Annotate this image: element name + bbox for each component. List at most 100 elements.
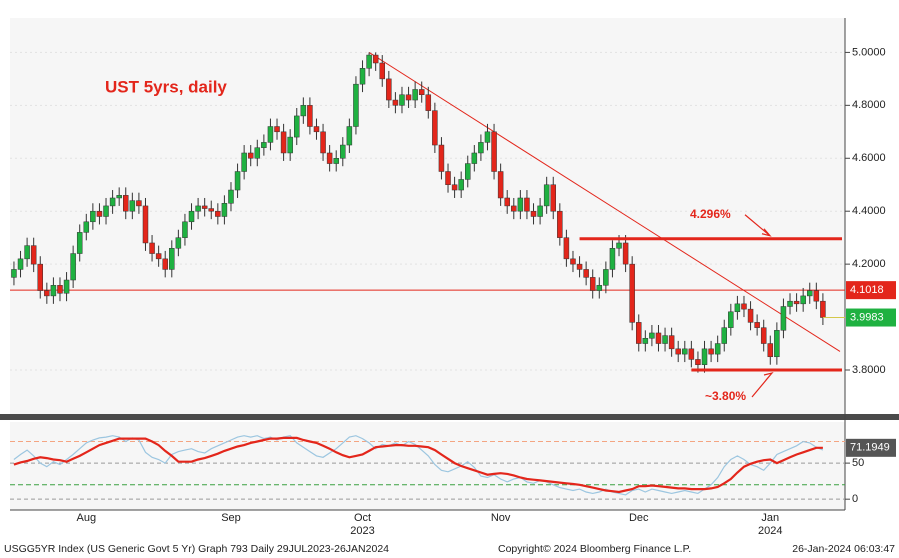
candle-body	[550, 184, 556, 212]
candle-body	[649, 332, 655, 339]
candle-body	[76, 232, 83, 254]
y-tick-label: 4.2000	[852, 258, 886, 270]
candle-body	[228, 189, 234, 204]
candle-body	[721, 327, 727, 344]
candle-body	[103, 205, 109, 217]
candle-body	[622, 242, 629, 265]
candle-body	[458, 179, 464, 191]
candle-body	[780, 306, 787, 331]
candle-body	[747, 308, 754, 323]
rsi-line	[13, 436, 823, 494]
candle-body	[136, 200, 142, 207]
candle-body	[695, 359, 701, 365]
candle-body	[543, 184, 550, 207]
level-arrow	[744, 214, 772, 237]
reference-label: 4.1018	[850, 284, 884, 296]
candle-body	[280, 131, 287, 154]
trendline	[368, 51, 841, 352]
candle-body	[346, 126, 353, 146]
candle-body	[524, 197, 530, 212]
candle-body	[438, 144, 445, 172]
x-tick-label: Oct	[354, 512, 371, 524]
reference-label-box	[846, 281, 896, 300]
candle-body	[379, 62, 386, 80]
candle-body	[806, 290, 813, 297]
rsi-panel	[10, 422, 845, 510]
last-value-label: 3.9983	[850, 311, 884, 323]
y-tick-label: 5.0000	[852, 46, 886, 58]
last-value-label: 71.1949	[850, 442, 890, 454]
candle-body	[30, 245, 37, 265]
candle-body	[734, 303, 741, 313]
candle-body	[754, 322, 760, 328]
candle-body	[241, 152, 247, 172]
candle-body	[261, 142, 267, 148]
candle-body	[642, 337, 649, 344]
candle-body	[307, 105, 313, 127]
chart-title: UST 5yrs, daily	[105, 77, 227, 96]
candle-body	[24, 245, 30, 260]
candle-body	[662, 335, 668, 344]
candle-body	[629, 263, 635, 323]
candle-body	[63, 279, 70, 294]
candle-body	[215, 210, 221, 217]
candle-body	[484, 131, 491, 143]
candle-body	[655, 332, 662, 344]
candle-body	[760, 327, 767, 344]
candle-body	[813, 290, 820, 302]
year-label: 2023	[350, 525, 374, 537]
year-label: 2024	[758, 525, 782, 537]
candle-body	[149, 242, 155, 254]
candle-body	[57, 285, 63, 294]
candle-body	[774, 330, 780, 358]
footer-center: Copyright© 2024 Bloomberg Finance L.P.	[498, 543, 691, 555]
candle-body	[589, 277, 596, 291]
y-tick-label: 4.4000	[852, 205, 886, 217]
candle-body	[741, 303, 747, 310]
candle-body	[491, 131, 497, 172]
candle-body	[188, 210, 195, 223]
y-tick-label: 4.8000	[852, 99, 886, 111]
y-tick-label: 3.8000	[852, 364, 886, 376]
candle-body	[294, 115, 300, 138]
candle-body	[221, 203, 228, 217]
candle-body	[175, 237, 182, 249]
candle-body	[603, 269, 609, 286]
candle-body	[254, 147, 261, 159]
candle-body	[333, 158, 339, 164]
x-tick-label: Aug	[77, 512, 97, 524]
level-arrow	[751, 371, 774, 398]
candle-body	[688, 348, 695, 360]
candle-body	[793, 300, 800, 305]
candle-body	[432, 110, 438, 146]
candle-body	[11, 269, 17, 278]
candle-body	[418, 89, 425, 96]
candle-body	[504, 197, 510, 207]
candle-body	[563, 237, 570, 260]
last-value-box	[846, 308, 896, 327]
candle-body	[313, 126, 320, 133]
candle-body	[701, 348, 708, 365]
candle-body	[123, 195, 129, 212]
candle-body	[609, 248, 616, 270]
candle-body	[682, 348, 688, 355]
candle-body	[50, 285, 57, 297]
candle-body	[195, 205, 201, 212]
last-value-box	[846, 438, 896, 457]
candle-body	[44, 290, 50, 297]
candle-body	[234, 171, 241, 191]
panel-divider	[0, 414, 899, 420]
candle-body	[537, 205, 543, 217]
candle-body	[116, 195, 122, 199]
candle-body	[287, 136, 293, 154]
candle-body	[714, 343, 721, 355]
candle-body	[464, 163, 471, 180]
candle-body	[767, 343, 774, 358]
candle-body	[616, 242, 622, 249]
candle-body	[109, 197, 116, 207]
candle-body	[478, 142, 484, 154]
candle-body	[386, 78, 392, 101]
candle-body	[820, 300, 826, 318]
candle-body	[570, 258, 576, 265]
